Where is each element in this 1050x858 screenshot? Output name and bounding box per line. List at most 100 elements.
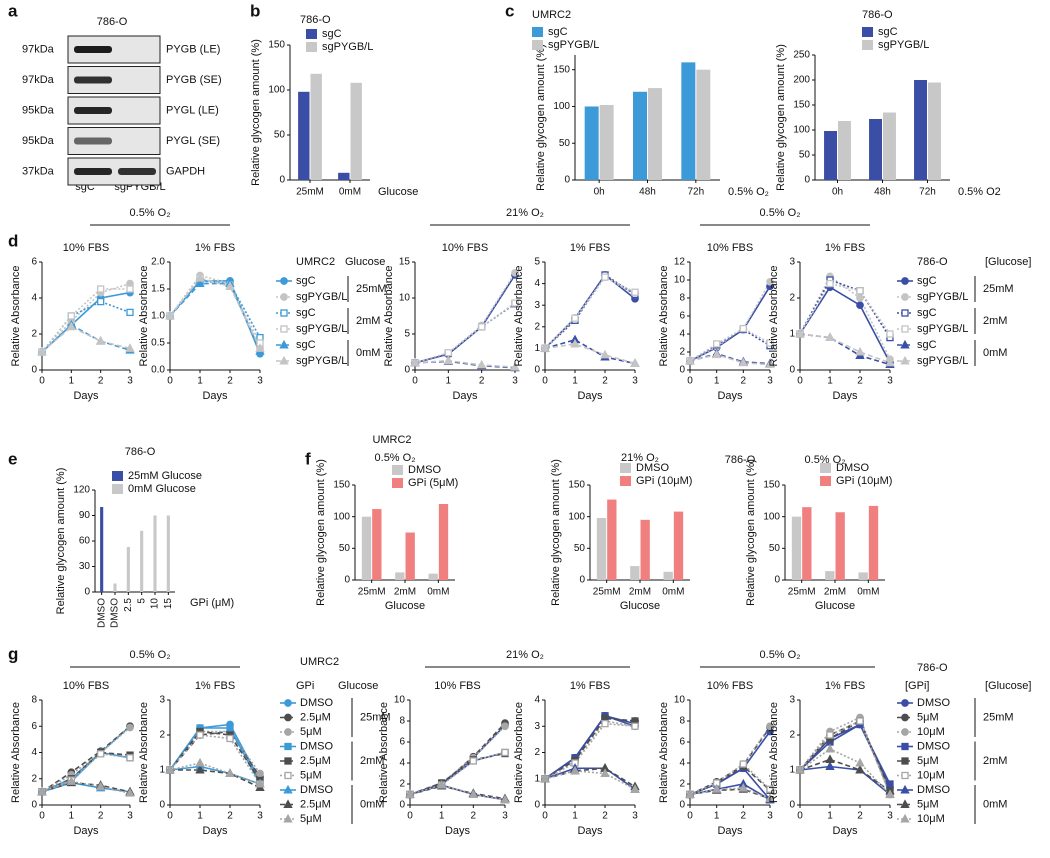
marker	[600, 768, 610, 777]
x-tick-label: 0	[167, 376, 173, 387]
bar	[310, 73, 322, 180]
legend-swatch	[306, 29, 317, 39]
y-tick-label: 3	[789, 257, 795, 268]
chart-title: UMRC2	[532, 9, 571, 21]
y-tick-label: 10	[399, 293, 411, 304]
y-tick-label: 50	[799, 150, 811, 161]
y-tick-label: 6	[399, 737, 405, 748]
line	[169, 280, 261, 338]
y-tick-label: 6	[31, 721, 37, 732]
marker	[855, 346, 865, 356]
legend-label: sgC	[917, 307, 937, 319]
y-tick-label: 50	[559, 138, 571, 149]
panel-label: b	[250, 1, 260, 20]
line	[41, 725, 131, 793]
marker	[226, 734, 234, 743]
marker	[126, 754, 134, 762]
legend-label: DMSO	[917, 697, 950, 709]
line	[169, 277, 261, 344]
y-tick-label: 100	[553, 101, 570, 112]
marker	[825, 754, 835, 763]
legend-swatch	[820, 476, 831, 486]
marker	[739, 324, 747, 333]
band-label: GAPDH	[166, 165, 205, 177]
marker	[901, 757, 909, 765]
line	[689, 763, 771, 796]
y-tick-label: 5	[534, 257, 540, 268]
marker	[37, 346, 47, 356]
marker	[97, 750, 105, 758]
y-axis-label: Relative Absorbance	[10, 702, 22, 803]
legend-swatch	[532, 27, 543, 37]
x-tick-label: 5	[136, 598, 147, 604]
y-tick-label: 8	[31, 695, 37, 706]
bar	[791, 516, 802, 580]
legend-label: sgPYGB/L	[548, 39, 599, 51]
size-label: 37kDa	[22, 165, 55, 177]
marker	[826, 731, 834, 739]
marker	[444, 349, 452, 357]
bar	[883, 112, 896, 180]
marker	[540, 773, 550, 783]
marker	[501, 748, 509, 757]
y-axis-label: Relative glycogen amount (%)	[550, 459, 562, 606]
marker	[900, 799, 910, 808]
x-tick-label: 0	[797, 376, 803, 387]
bar	[633, 91, 647, 180]
x-tick-label: 72h	[687, 187, 704, 198]
legend-label: sgPYGB/L	[296, 355, 347, 367]
legend-label: 2.5μM	[300, 711, 331, 723]
y-tick-label: 3	[534, 721, 540, 732]
y-tick-label: 6	[679, 311, 685, 322]
bar	[596, 517, 607, 580]
marker	[126, 308, 134, 317]
line	[544, 767, 636, 788]
line	[409, 722, 506, 796]
marker	[825, 761, 835, 770]
line	[689, 787, 771, 800]
legend-label: 10μM	[917, 769, 945, 781]
y-axis-label: Relative glycogen amount (%)	[315, 459, 327, 606]
marker	[283, 784, 293, 794]
bar	[361, 516, 372, 580]
marker	[738, 783, 749, 792]
band-label: PYGL (SE)	[166, 135, 220, 147]
marker	[478, 323, 486, 331]
x-tick-label: DMSO	[110, 598, 121, 628]
line	[544, 276, 636, 349]
y-tick-label: 10	[394, 695, 406, 706]
blot-box	[67, 96, 161, 125]
x-tick-label: 25mM	[788, 587, 816, 598]
band	[74, 168, 112, 175]
legend-label: DMSO	[408, 464, 441, 476]
marker	[825, 332, 835, 342]
legend-label: 5μM	[917, 755, 939, 767]
marker	[855, 764, 865, 774]
marker	[570, 338, 580, 348]
line	[414, 302, 516, 364]
line	[799, 748, 891, 796]
legend-group: 25mM	[356, 283, 387, 295]
y-tick-label: 2	[679, 347, 685, 358]
y-tick-label: 4	[31, 747, 37, 758]
y-tick-label: 2	[399, 779, 405, 790]
x-tick-label: 0	[412, 376, 418, 387]
line	[41, 300, 131, 353]
bar	[113, 583, 117, 592]
marker	[685, 355, 695, 365]
y-tick-label: 1.5	[151, 284, 165, 295]
legend-swatch	[862, 27, 873, 37]
y-tick-label: 50	[339, 543, 351, 554]
x-tick-label: DMSO	[96, 598, 107, 628]
x-axis-label: Days	[202, 825, 228, 837]
y-tick-label: 0	[789, 800, 795, 811]
y-tick-label: 4	[31, 293, 37, 304]
band-label: PYGB (LE)	[166, 43, 220, 55]
x-tick-label: 0mM	[339, 187, 361, 198]
y-tick-label: 1	[534, 343, 540, 354]
y-tick-label: 0	[344, 575, 350, 586]
marker	[195, 278, 205, 288]
marker	[443, 355, 454, 365]
x-tick-label: 2	[227, 376, 233, 387]
line	[41, 725, 131, 793]
